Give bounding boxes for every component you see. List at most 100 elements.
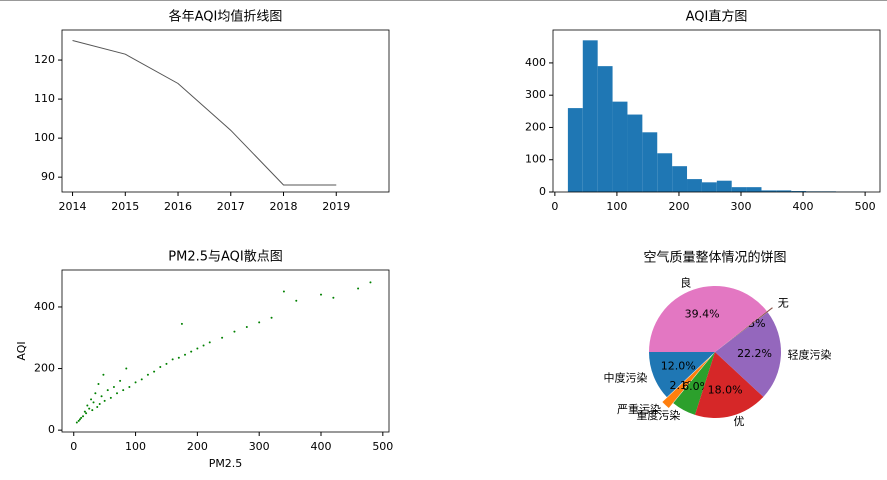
scatter-point	[258, 321, 260, 323]
y-tick-label: 100	[34, 131, 55, 144]
scatter-point	[147, 374, 149, 376]
scatter-point	[172, 358, 174, 360]
y-tick-label: 120	[34, 53, 55, 66]
x-tick-label: 2016	[164, 200, 192, 213]
y-axis-label: AQI	[15, 341, 28, 360]
scatter-point	[116, 392, 118, 394]
scatter-point	[113, 386, 115, 388]
scatter-point	[357, 287, 359, 289]
x-tick-label: 200	[668, 200, 689, 213]
histogram-bar	[613, 102, 628, 192]
chart-title: 各年AQI均值折线图	[169, 9, 283, 25]
x-tick-label: 2017	[217, 200, 245, 213]
scatter-point	[80, 417, 82, 419]
histogram-bar	[747, 187, 762, 192]
y-tick-label: 0	[539, 185, 546, 198]
scatter-point	[178, 357, 180, 359]
histogram-bar	[642, 132, 657, 192]
scatter-point	[190, 351, 192, 353]
y-tick-label: 400	[34, 300, 55, 313]
scatter-point	[271, 317, 273, 319]
scatter-point	[104, 400, 106, 402]
x-tick-label: 500	[372, 440, 393, 453]
scatter-point	[101, 395, 103, 397]
x-tick-label: 100	[125, 440, 146, 453]
scatter-point	[181, 323, 183, 325]
scatter-point	[107, 389, 109, 391]
histogram-bar	[672, 166, 687, 192]
scatter-point	[209, 341, 211, 343]
chart-title: AQI直方图	[686, 9, 748, 25]
scatter-point	[82, 415, 84, 417]
y-tick-label: 0	[48, 423, 55, 436]
histogram-bar	[702, 182, 717, 192]
x-tick-label: 0	[551, 200, 558, 213]
x-tick-label: 500	[855, 200, 876, 213]
scatter-point	[86, 405, 88, 407]
scatter-point	[99, 403, 101, 405]
histogram-bar	[627, 115, 642, 192]
y-tick-label: 300	[525, 88, 546, 101]
scatter-point	[184, 354, 186, 356]
x-tick-label: 400	[793, 200, 814, 213]
x-axis-label: PM2.5	[209, 457, 243, 470]
scatter-point	[119, 380, 121, 382]
scatter-point	[102, 374, 104, 376]
scatter-point	[203, 344, 205, 346]
pie-label: 无	[778, 297, 789, 310]
y-tick-label: 100	[525, 153, 546, 166]
scatter-point	[233, 331, 235, 333]
scatter-point	[91, 409, 93, 411]
x-tick-label: 2019	[322, 200, 350, 213]
scatter-point	[90, 398, 92, 400]
scatter-point	[97, 383, 99, 385]
x-tick-label: 300	[731, 200, 752, 213]
scatter-point	[128, 386, 130, 388]
scatter-point	[85, 412, 87, 414]
pie-label: 重度污染	[636, 408, 680, 422]
pie-label: 轻度污染	[788, 348, 832, 362]
scatter-point	[295, 300, 297, 302]
y-tick-label: 110	[34, 92, 55, 105]
scatter-point	[125, 368, 127, 370]
scatter-point	[88, 408, 90, 410]
chart-title: PM2.5与AQI散点图	[168, 250, 282, 265]
scatter-point	[165, 363, 167, 365]
scatter-point	[94, 392, 96, 394]
histogram-bar	[598, 66, 613, 192]
scatter-point	[320, 294, 322, 296]
scatter-point	[96, 406, 98, 408]
scatter-point	[141, 378, 143, 380]
x-tick-label: 2015	[111, 200, 139, 213]
histogram-bar	[583, 40, 598, 192]
histogram-bar	[657, 153, 672, 192]
histogram-bar	[687, 179, 702, 192]
x-tick-label: 300	[249, 440, 270, 453]
pie-label: 中度污染	[603, 371, 647, 385]
pie-value-label: 22.2%	[737, 347, 772, 360]
x-tick-label: 2014	[59, 200, 87, 213]
chart-title: 空气质量整体情况的饼图	[643, 250, 786, 266]
scatter-point	[246, 326, 248, 328]
histogram-bar	[732, 187, 747, 192]
scatter-point	[369, 281, 371, 283]
scatter-point	[135, 381, 137, 383]
x-tick-label: 200	[187, 440, 208, 453]
scatter-point	[93, 401, 95, 403]
x-tick-label: 100	[606, 200, 627, 213]
x-tick-label: 0	[70, 440, 77, 453]
scatter-point	[159, 366, 161, 368]
y-tick-label: 200	[525, 120, 546, 133]
pie-label: 优	[733, 415, 744, 428]
scatter-point	[153, 371, 155, 373]
scatter-point	[332, 297, 334, 299]
y-tick-label: 400	[525, 56, 546, 69]
x-tick-label: 2018	[270, 200, 298, 213]
pie-value-label: 39.4%	[685, 308, 720, 321]
x-tick-label: 400	[311, 440, 332, 453]
scatter-point	[110, 397, 112, 399]
scatter-point	[221, 337, 223, 339]
pie-label: 良	[680, 275, 691, 289]
y-tick-label: 90	[41, 170, 55, 183]
